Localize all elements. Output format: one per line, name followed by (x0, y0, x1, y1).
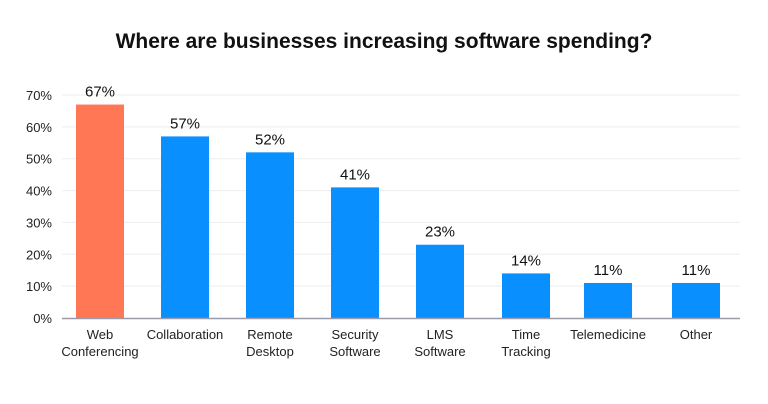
x-tick-label: Remote Desktop (246, 327, 294, 359)
bar-time-tracking (502, 273, 550, 318)
x-tick-label: Telemedicine (570, 327, 646, 342)
y-tick-label: 20% (26, 247, 52, 262)
y-tick-label: 40% (26, 184, 52, 199)
bar-collaboration (161, 136, 209, 318)
x-tick-label-line: Software (329, 344, 380, 359)
bar-remote-desktop (246, 152, 294, 318)
bar-other (672, 282, 720, 318)
x-tick-label-line: Other (680, 327, 713, 342)
x-tick-label-line: Time (512, 327, 540, 342)
y-tick-label: 10% (26, 279, 52, 294)
x-tick-label: LMS Software (414, 327, 465, 359)
x-tick-label-line: Collaboration (147, 327, 224, 342)
bar-telemedicine (584, 282, 632, 318)
x-tick-label-line: Conferencing (61, 344, 138, 359)
x-tick-label: Other (680, 327, 713, 342)
data-label: 11% (682, 262, 711, 279)
x-tick-label-line: Software (414, 344, 465, 359)
x-tick-label-line: Telemedicine (570, 327, 646, 342)
y-tick-label: 70% (26, 88, 52, 103)
x-tick-label-line: Desktop (246, 344, 294, 359)
chart-title: Where are businesses increasing software… (116, 30, 653, 53)
data-labels: 67% 57% 52% 41% 23% 14% 11% 11% (85, 84, 710, 279)
x-tick-label-line: Security (332, 327, 379, 342)
x-tick-label-line: Remote (247, 327, 293, 342)
bars (76, 104, 720, 318)
x-tick-label: Web Conferencing (61, 327, 138, 359)
y-tick-label: 50% (26, 152, 52, 167)
data-label: 11% (594, 262, 623, 279)
x-tick-label: Security Software (329, 327, 380, 359)
bar-lms-software (416, 244, 464, 318)
x-tick-label-line: Tracking (501, 344, 550, 359)
x-tick-label: Time Tracking (501, 327, 550, 359)
bar-security-software (331, 187, 379, 318)
bar-web-conferencing (76, 104, 124, 318)
x-axis: Web Conferencing Collaboration Remote Deskto… (61, 317, 740, 359)
y-tick-label: 30% (26, 215, 52, 230)
data-label: 67% (85, 84, 115, 101)
data-label: 23% (425, 224, 455, 241)
y-tick-label: 60% (26, 120, 52, 135)
x-tick-label-line: Web (87, 327, 114, 342)
data-label: 52% (255, 131, 285, 148)
y-tick-label: 0% (33, 311, 52, 326)
data-label: 57% (170, 115, 200, 132)
data-label: 14% (511, 252, 541, 269)
data-label: 41% (340, 166, 370, 183)
x-tick-label-line: LMS (427, 327, 454, 342)
y-axis: 0% 10% 20% 30% 40% 50% 60% 70% (26, 88, 52, 326)
x-tick-label: Collaboration (147, 327, 224, 342)
